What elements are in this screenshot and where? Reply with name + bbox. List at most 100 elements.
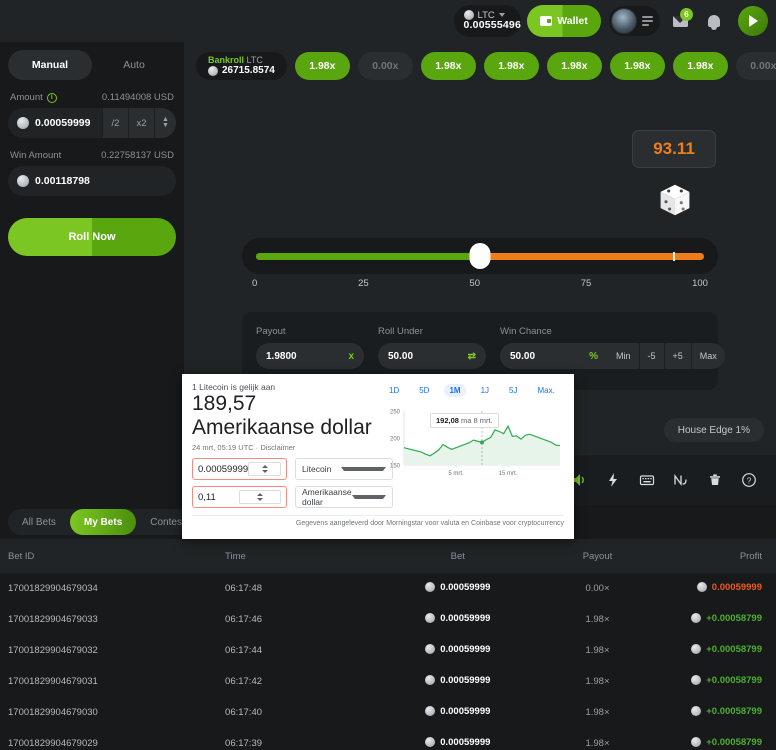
amount-input[interactable]: 0.00059999 <box>35 117 91 129</box>
cell-bet-id: 17001829904679033 <box>8 614 98 625</box>
trash-icon[interactable] <box>706 471 724 489</box>
period-1m[interactable]: 1M <box>444 384 466 397</box>
bell-icon <box>708 15 720 30</box>
table-row[interactable]: 17001829904679030 06:17:40 0.00059999 1.98×… <box>0 697 776 728</box>
win-chance-field[interactable]: 50.00 % <box>500 343 608 369</box>
tab-contest[interactable]: Contest <box>150 516 185 528</box>
col-bet: Bet <box>450 550 465 562</box>
max-button[interactable]: Max <box>690 343 725 369</box>
help-icon[interactable]: ? <box>740 471 758 489</box>
roll-under-value[interactable]: 50.00 <box>388 350 414 362</box>
price-chart: 192,08 ma 8 mrt. 150 200 250 5 mrt. 15 mrt. <box>378 405 564 488</box>
roll-slider[interactable] <box>242 238 718 274</box>
win-chance-stat: Win Chance 50.00 % Min -5 +5 Max <box>500 326 725 369</box>
tab-all-bets[interactable]: All Bets <box>22 516 56 528</box>
col-profit: Profit <box>739 550 762 562</box>
table-row[interactable]: 17001829904679031 06:17:42 0.00059999 1.98×… <box>0 666 776 697</box>
history-chip[interactable]: 1.98x <box>420 52 476 80</box>
slider-scale: 0 25 50 75 100 <box>242 278 718 289</box>
roll-under-field[interactable]: 50.00 ⇄ <box>378 343 486 369</box>
cell-payout: 1.98× <box>585 614 610 625</box>
minus-5-button[interactable]: -5 <box>638 343 664 369</box>
plus-5-button[interactable]: +5 <box>663 343 691 369</box>
info-icon[interactable]: i <box>46 92 57 103</box>
litecoin-coin-icon <box>691 737 702 748</box>
slider-handle[interactable] <box>469 243 491 269</box>
cell-bet: 0.00059999 <box>380 728 535 750</box>
converter-from-select[interactable]: Litecoin <box>295 458 393 481</box>
svg-text:150: 150 <box>390 464 401 470</box>
period-1d[interactable]: 1D <box>389 386 400 395</box>
table-header-row: Bet ID Time Bet Payout Profit <box>0 539 776 573</box>
history-chip[interactable]: 1.98x <box>483 52 539 80</box>
svg-text:?: ? <box>747 476 752 485</box>
converter-from-input[interactable]: 0.00059999 <box>192 458 287 481</box>
logo-icon[interactable] <box>738 6 768 36</box>
converter-rate-value: 189,57 <box>192 392 257 415</box>
amount-field[interactable]: 0.00059999 /2 x2 ▲ ▼ <box>8 108 176 138</box>
amount-stepper[interactable]: ▲ ▼ <box>154 108 176 138</box>
cell-time: 06:17:42 <box>225 676 263 687</box>
table-row[interactable]: 17001829904679032 06:17:44 0.00059999 1.98×… <box>0 635 776 666</box>
percent-icon: % <box>589 350 598 362</box>
converter-to-input[interactable]: 0,11 <box>192 486 287 509</box>
payout-stat: Payout 1.9800 x <box>256 326 364 369</box>
amount-label-row: Amount i 0.11494008 USD <box>10 92 174 103</box>
to-stepper-icon[interactable] <box>238 490 281 505</box>
period-5d[interactable]: 5D <box>419 386 430 395</box>
payout-value[interactable]: 1.9800 <box>266 350 297 362</box>
history-chip[interactable]: 1.98x <box>609 52 665 80</box>
balance-widget[interactable]: LTC 0.00555496 <box>453 5 521 37</box>
table-row[interactable]: 17001829904679034 06:17:48 0.00059999 0.00×… <box>0 573 776 604</box>
cell-bet-id: 17001829904679030 <box>8 707 98 718</box>
chevron-down-icon[interactable] <box>498 13 505 18</box>
tooltip-date: ma 8 mrt. <box>461 416 493 425</box>
from-stepper-icon[interactable] <box>248 462 281 477</box>
cell-profit: +0.00058799 <box>660 697 776 728</box>
period-max[interactable]: Max. <box>537 386 555 395</box>
min-button[interactable]: Min <box>608 343 639 369</box>
history-chip[interactable]: 1.98x <box>546 52 602 80</box>
history-chip[interactable]: 1.98x <box>294 52 350 80</box>
lightning-icon[interactable] <box>604 471 622 489</box>
double-button[interactable]: x2 <box>128 108 154 138</box>
halve-button[interactable]: /2 <box>102 108 128 138</box>
converter-to-select[interactable]: Amerikaanse dollar <box>295 486 393 509</box>
tab-manual[interactable]: Manual <box>8 50 92 80</box>
messages-button[interactable]: 6 <box>666 7 694 35</box>
from-value[interactable]: 0.00059999 <box>198 463 249 475</box>
swap-icon[interactable]: ⇄ <box>467 350 476 362</box>
menu-icon[interactable] <box>642 16 653 26</box>
tab-auto[interactable]: Auto <box>123 59 145 71</box>
bankroll-value: 26715.8574 <box>222 65 275 77</box>
payout-field[interactable]: 1.9800 x <box>256 343 364 369</box>
roll-now-button[interactable]: Roll Now <box>8 218 176 256</box>
payout-label: Payout <box>256 326 286 337</box>
win-amount-label-row: Win Amount 0.22758137 USD <box>10 150 174 161</box>
top-bar: LTC 0.00555496 Wallet 6 <box>0 0 776 42</box>
notifications-button[interactable] <box>700 7 728 35</box>
history-chip[interactable]: 1.98x <box>672 52 728 80</box>
keyboard-icon[interactable] <box>638 471 656 489</box>
period-5j[interactable]: 5J <box>509 386 518 395</box>
sound-icon[interactable] <box>570 471 588 489</box>
cell-bet: 0.00059999 <box>380 666 535 697</box>
wallet-button[interactable]: Wallet <box>527 5 601 37</box>
tab-my-bets[interactable]: My Bets <box>69 509 137 535</box>
slider-green-fill <box>256 252 480 260</box>
slider-track[interactable] <box>256 243 704 269</box>
win-chance-value[interactable]: 50.00 <box>510 350 536 362</box>
history-chip[interactable]: 0.00x <box>357 52 413 80</box>
avatar[interactable] <box>611 8 637 34</box>
cell-profit: +0.00058799 <box>660 666 776 697</box>
stats-icon[interactable] <box>672 471 690 489</box>
to-value[interactable]: 0,11 <box>198 491 216 503</box>
converter-inputs: 0.00059999 Litecoin 0,11 Amerikaanse dol… <box>192 458 564 509</box>
history-chip[interactable]: 0.00x <box>735 52 776 80</box>
table-row[interactable]: 17001829904679033 06:17:46 0.00059999 1.98×… <box>0 604 776 635</box>
profile-menu[interactable] <box>609 6 660 36</box>
chart-svg: 150 200 250 5 mrt. 15 mrt. <box>390 410 561 477</box>
litecoin-coin-icon <box>425 706 436 717</box>
table-row[interactable]: 17001829904679029 06:17:39 0.00059999 1.98×… <box>0 728 776 750</box>
period-1j[interactable]: 1J <box>480 386 490 395</box>
